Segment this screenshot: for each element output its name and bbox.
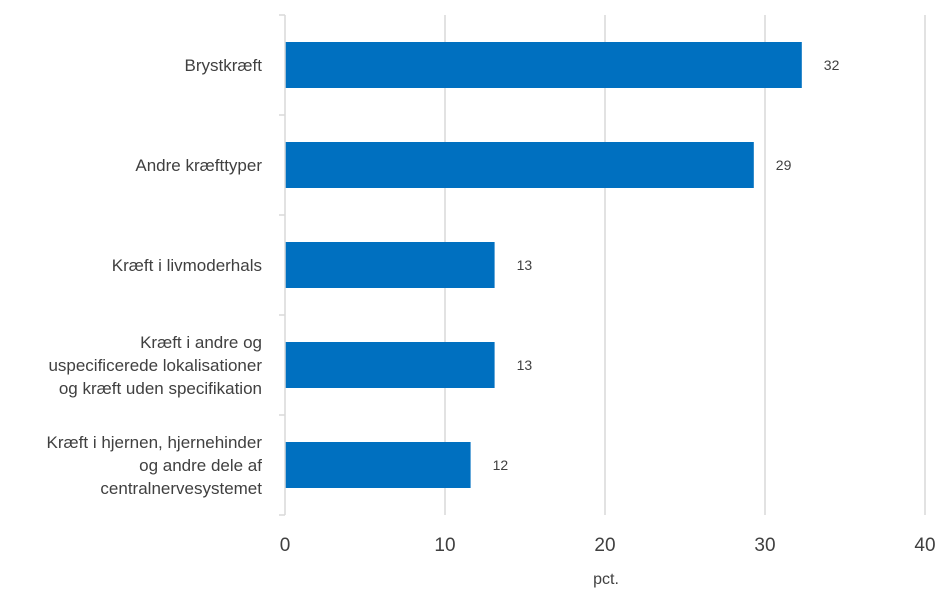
x-axis: 0 10 20 30 40 [280, 535, 936, 556]
category-label-4: Kræft i andre og uspecificerede lokalisat… [48, 333, 262, 398]
bar-2 [285, 142, 754, 188]
category-label-3: Kræft i livmoderhals [112, 256, 262, 275]
y-axis: Brystkræft Andre kræfttyper Kræft i livmod… [47, 14, 286, 516]
bar-5 [285, 442, 471, 488]
data-label-3: 13 [517, 257, 533, 273]
bar-4 [285, 342, 495, 388]
data-label-1: 32 [824, 57, 840, 73]
category-label-2: Andre kræfttyper [135, 156, 262, 175]
bars [285, 42, 802, 488]
bar-3 [285, 242, 495, 288]
bar-1 [285, 42, 802, 88]
data-label-4: 13 [517, 357, 533, 373]
x-axis-title: pct. [593, 571, 619, 588]
x-tick-label-40: 40 [914, 535, 935, 556]
x-tick-label-10: 10 [434, 535, 455, 556]
category-label-1: Brystkræft [185, 56, 263, 75]
x-tick-label-20: 20 [594, 535, 615, 556]
category-label-5: Kræft i hjernen, hjernehinder og andre de… [47, 433, 263, 498]
data-label-5: 12 [493, 457, 509, 473]
data-label-2: 29 [776, 157, 792, 173]
x-tick-label-30: 30 [754, 535, 775, 556]
data-labels: 32 29 13 13 12 [493, 57, 840, 473]
x-tick-label-0: 0 [280, 535, 291, 556]
